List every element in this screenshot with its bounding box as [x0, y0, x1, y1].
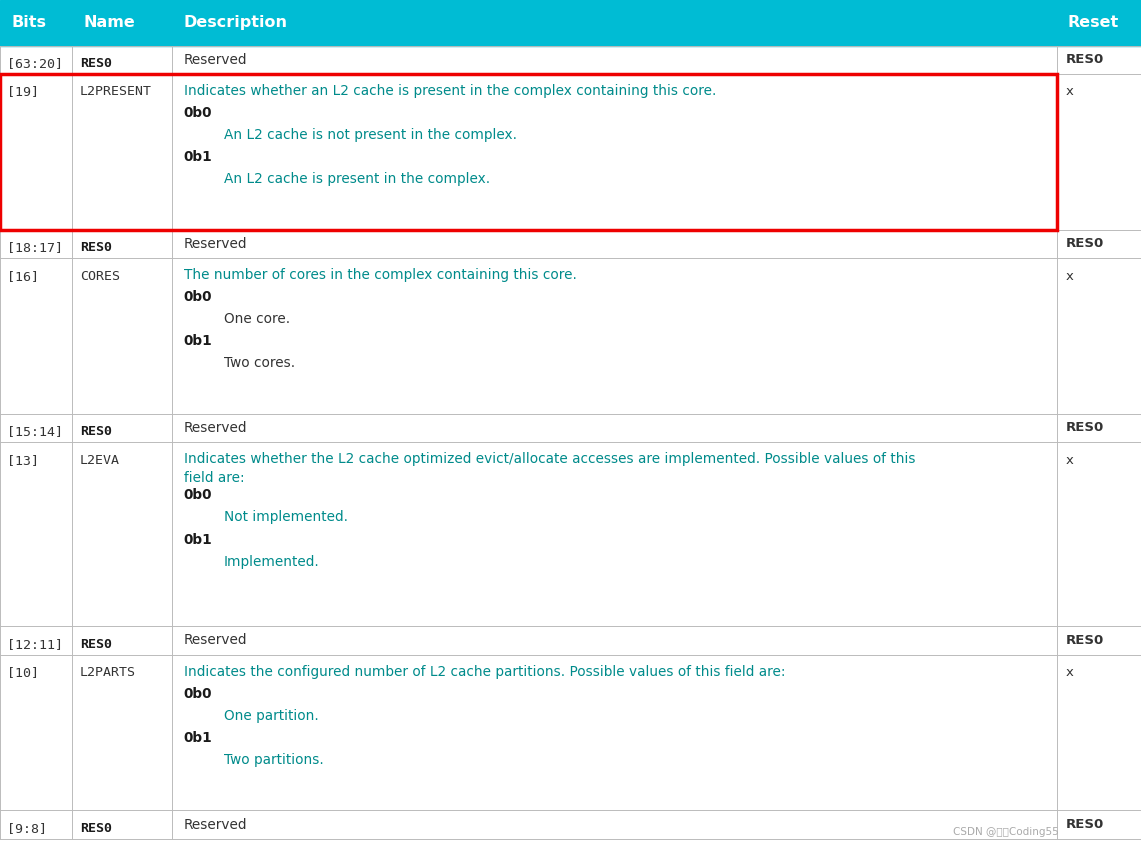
Text: L2PRESENT: L2PRESENT: [80, 85, 152, 99]
Text: x: x: [1066, 454, 1074, 467]
Text: [15:14]: [15:14]: [7, 426, 63, 438]
Text: Indicates whether an L2 cache is present in the complex containing this core.: Indicates whether an L2 cache is present…: [184, 83, 717, 98]
Text: RES0: RES0: [80, 241, 112, 255]
Text: An L2 cache is not present in the complex.: An L2 cache is not present in the comple…: [224, 128, 517, 142]
Text: CORES: CORES: [80, 270, 120, 282]
Text: [63:20]: [63:20]: [7, 57, 63, 70]
Bar: [0, 626, 1141, 655]
Bar: [0, 414, 1141, 442]
Text: 0b0: 0b0: [184, 106, 212, 120]
Bar: [0, 46, 1141, 74]
Text: [9:8]: [9:8]: [7, 822, 47, 835]
Text: RES0: RES0: [1066, 634, 1104, 647]
Text: RES0: RES0: [80, 426, 112, 438]
Text: field are:: field are:: [184, 470, 244, 485]
Text: Two partitions.: Two partitions.: [224, 753, 323, 766]
Text: RES0: RES0: [1066, 238, 1104, 250]
Text: Description: Description: [184, 15, 288, 30]
Text: 0b1: 0b1: [184, 334, 212, 348]
Text: Reserved: Reserved: [184, 421, 248, 435]
Bar: [0, 74, 1141, 229]
Text: Reserved: Reserved: [184, 818, 248, 832]
Text: An L2 cache is present in the complex.: An L2 cache is present in the complex.: [224, 172, 489, 186]
Text: 0b0: 0b0: [184, 488, 212, 502]
Text: Not implemented.: Not implemented.: [224, 511, 348, 524]
Text: Indicates the configured number of L2 cache partitions. Possible values of this : Indicates the configured number of L2 ca…: [184, 664, 785, 679]
Text: [13]: [13]: [7, 454, 39, 467]
Text: L2EVA: L2EVA: [80, 454, 120, 467]
Text: One partition.: One partition.: [224, 709, 318, 722]
Text: Two cores.: Two cores.: [224, 356, 294, 370]
Text: 0b1: 0b1: [184, 150, 212, 164]
Text: RES0: RES0: [80, 638, 112, 651]
Text: [19]: [19]: [7, 85, 39, 99]
Text: L2PARTS: L2PARTS: [80, 666, 136, 679]
Text: 0b1: 0b1: [184, 533, 212, 546]
Text: x: x: [1066, 85, 1074, 99]
Text: Reserved: Reserved: [184, 52, 248, 67]
Text: Reset: Reset: [1068, 15, 1119, 30]
Bar: [0, 655, 1141, 810]
Text: [16]: [16]: [7, 270, 39, 282]
Text: 0b0: 0b0: [184, 686, 212, 701]
Text: 0b1: 0b1: [184, 731, 212, 744]
Text: CSDN @主公Coding55: CSDN @主公Coding55: [953, 827, 1059, 837]
Text: RES0: RES0: [1066, 422, 1104, 434]
Text: [18:17]: [18:17]: [7, 241, 63, 255]
Text: 0b0: 0b0: [184, 290, 212, 304]
Bar: [0, 258, 1141, 414]
Text: One core.: One core.: [224, 312, 290, 326]
Bar: [0, 74, 1057, 229]
Text: [12:11]: [12:11]: [7, 638, 63, 651]
Text: The number of cores in the complex containing this core.: The number of cores in the complex conta…: [184, 268, 576, 282]
Text: RES0: RES0: [1066, 53, 1104, 67]
Bar: [0, 0, 1141, 46]
Bar: [0, 229, 1141, 258]
Text: Implemented.: Implemented.: [224, 555, 319, 568]
Text: [10]: [10]: [7, 666, 39, 679]
Text: Reserved: Reserved: [184, 633, 248, 647]
Text: Name: Name: [83, 15, 135, 30]
Text: x: x: [1066, 270, 1074, 282]
Text: RES0: RES0: [80, 57, 112, 70]
Bar: [0, 442, 1141, 626]
Text: Bits: Bits: [11, 15, 47, 30]
Text: RES0: RES0: [80, 822, 112, 835]
Text: Indicates whether the L2 cache optimized evict/allocate accesses are implemented: Indicates whether the L2 cache optimized…: [184, 452, 915, 466]
Bar: [0, 810, 1141, 839]
Text: Reserved: Reserved: [184, 237, 248, 251]
Text: RES0: RES0: [1066, 818, 1104, 831]
Text: x: x: [1066, 666, 1074, 679]
